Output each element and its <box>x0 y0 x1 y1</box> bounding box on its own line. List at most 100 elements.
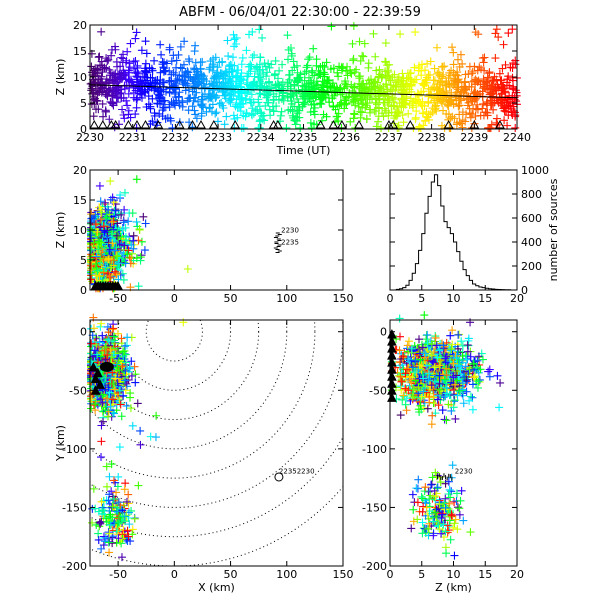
time-height-xtick-label: 2235 <box>290 131 318 144</box>
time-height-ylabel: Z (km) <box>54 59 67 96</box>
time-height-source <box>269 89 278 98</box>
time-height-source <box>509 76 518 85</box>
time-height-source <box>87 100 96 109</box>
time-height-source <box>113 62 122 71</box>
time-height-source <box>391 111 400 120</box>
time-height-source <box>430 76 439 85</box>
time-height-source <box>399 86 408 95</box>
time-height-source <box>278 60 287 69</box>
time-height-source <box>230 42 239 51</box>
time-height-source <box>340 104 349 113</box>
time-height-source <box>383 66 392 75</box>
zy-source <box>427 420 436 429</box>
time-height-source <box>350 110 359 119</box>
zy-source <box>493 371 502 380</box>
zy-source <box>438 406 447 415</box>
time-height-source <box>477 65 486 74</box>
time-height-station-marker <box>132 119 142 129</box>
time-height-station-marker <box>89 119 100 129</box>
time-height-source <box>333 68 342 77</box>
time-height-source <box>288 107 297 116</box>
zy-xtick-label: 10 <box>447 568 461 581</box>
time-height-source <box>471 88 480 97</box>
xz-ytick-label: 5 <box>80 254 87 267</box>
time-height-source <box>359 52 368 61</box>
time-height-source <box>184 106 193 115</box>
time-height-source <box>250 72 259 81</box>
time-height-source <box>312 55 321 64</box>
time-height-station-marker <box>273 119 283 129</box>
time-height-source <box>382 106 391 115</box>
time-height-source <box>248 53 257 62</box>
time-height-source <box>508 25 517 34</box>
time-height-source <box>148 117 157 126</box>
time-height-station-marker <box>443 119 454 129</box>
time-height-source <box>512 88 521 97</box>
time-height-source <box>94 53 103 62</box>
time-height-source <box>242 78 251 87</box>
time-height-source <box>506 63 515 72</box>
time-height-source <box>335 62 344 71</box>
time-height-source <box>309 44 318 53</box>
time-height-source <box>304 55 313 64</box>
time-height-source <box>426 90 435 99</box>
time-height-source <box>237 93 246 102</box>
time-height-source <box>372 100 381 109</box>
time-height-source <box>249 98 258 107</box>
zy-source <box>446 331 455 340</box>
zy-source <box>455 510 464 519</box>
time-height-source <box>430 98 439 107</box>
time-height-source <box>188 123 197 132</box>
time-height-source <box>446 114 455 123</box>
zy-source <box>445 485 454 494</box>
time-height-source <box>361 103 370 112</box>
time-height-source <box>377 84 386 93</box>
time-height-source <box>467 97 476 106</box>
time-height-source <box>229 111 238 120</box>
time-height-source <box>322 58 331 67</box>
time-height-source <box>511 123 520 132</box>
time-height-source <box>316 70 325 79</box>
time-height-station-marker <box>315 119 326 129</box>
time-height-source <box>379 98 388 107</box>
time-height-source <box>255 25 264 34</box>
time-height-source <box>453 118 462 127</box>
time-height-source <box>108 75 117 84</box>
plan-range-ring <box>90 436 343 538</box>
time-height-source <box>356 113 365 122</box>
time-height-source <box>431 102 440 111</box>
time-height-source <box>226 96 235 105</box>
time-height-source <box>504 29 513 38</box>
time-height-source <box>309 107 318 116</box>
time-height-source <box>501 60 510 69</box>
time-height-source <box>221 79 230 88</box>
time-height-source <box>248 104 257 113</box>
time-height-source <box>241 96 250 105</box>
time-height-source <box>419 109 428 118</box>
time-height-source <box>356 94 365 103</box>
time-height-source <box>374 117 383 126</box>
time-height-source <box>117 85 126 94</box>
time-height-source <box>244 69 253 78</box>
time-height-source <box>173 75 182 84</box>
time-height-source <box>473 66 482 75</box>
plan-xtick-label: 150 <box>333 568 354 581</box>
plan-source <box>88 518 97 527</box>
plan-source <box>102 482 111 491</box>
time-height-source <box>448 43 457 52</box>
time-height-source <box>390 70 399 79</box>
time-height-source <box>211 53 220 62</box>
plan-xtick-label: 100 <box>276 568 297 581</box>
time-height-source <box>228 53 237 62</box>
histogram-ytick-label: 400 <box>521 236 542 249</box>
plan-source <box>152 411 161 420</box>
time-height-source <box>330 91 339 100</box>
time-height-source <box>225 65 234 74</box>
time-height-source <box>239 123 248 132</box>
time-height-source <box>478 54 487 63</box>
time-height-source <box>333 112 342 121</box>
time-height-source <box>453 77 462 86</box>
plan-source <box>97 437 106 446</box>
time-height-source <box>265 63 274 72</box>
time-height-source <box>397 101 406 110</box>
